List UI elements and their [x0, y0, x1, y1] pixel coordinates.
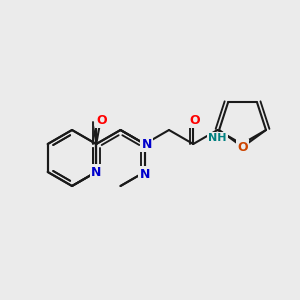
Text: O: O: [96, 113, 106, 127]
Text: O: O: [189, 113, 200, 127]
Text: N: N: [91, 166, 101, 178]
Text: N: N: [140, 167, 150, 181]
Text: O: O: [237, 140, 248, 154]
Text: N: N: [142, 137, 152, 151]
Text: NH: NH: [208, 133, 227, 143]
